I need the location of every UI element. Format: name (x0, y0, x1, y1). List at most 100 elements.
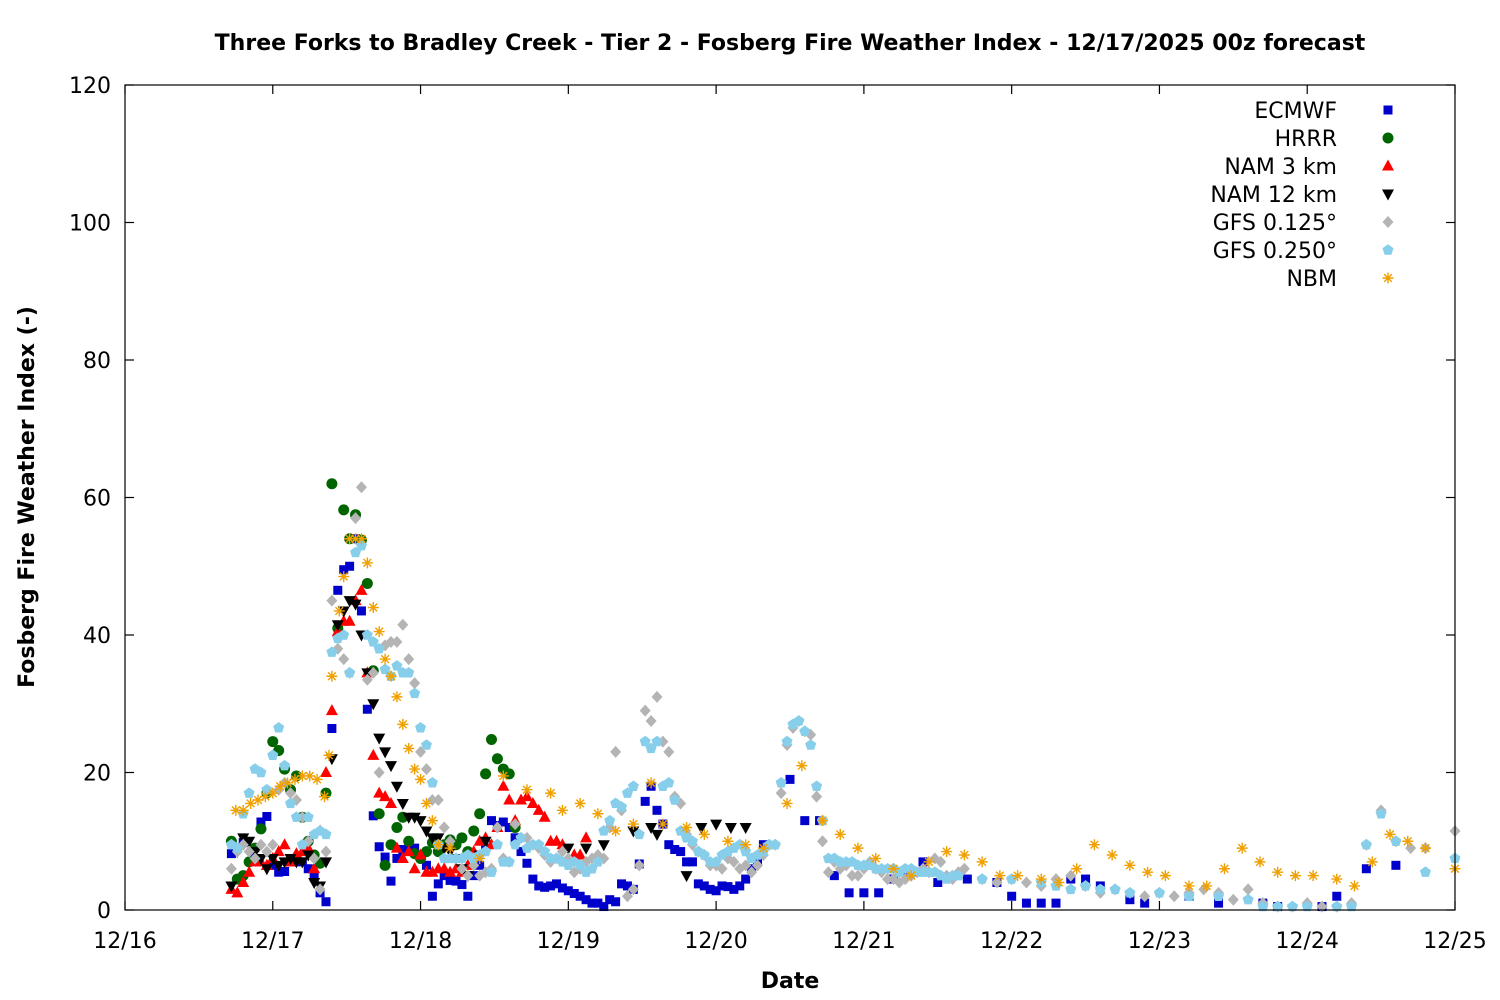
data-point (326, 478, 338, 490)
data-point (361, 557, 373, 569)
data-point (887, 863, 899, 875)
chart-title: Three Forks to Bradley Creek - Tier 2 - … (215, 31, 1366, 56)
data-point (532, 803, 545, 815)
data-point (976, 873, 988, 884)
data-point (308, 852, 320, 865)
data-point (355, 481, 367, 494)
data-point (321, 897, 331, 907)
data-point (485, 866, 498, 877)
data-point (735, 881, 745, 891)
data-point (367, 602, 379, 613)
data-point (379, 653, 391, 665)
data-point (349, 599, 362, 611)
data-point (604, 814, 616, 826)
data-point (391, 822, 403, 833)
data-point (633, 859, 645, 872)
data-point (958, 849, 970, 861)
data-point (1094, 883, 1106, 895)
data-point (480, 768, 492, 780)
data-point (379, 663, 391, 675)
data-point (1346, 900, 1358, 912)
data-point (491, 821, 503, 834)
data-point (403, 667, 415, 678)
data-point (918, 857, 928, 867)
data-point (320, 828, 332, 840)
legend-label: GFS 0.125° (1213, 211, 1337, 236)
data-point (852, 842, 864, 854)
data-point (504, 823, 514, 832)
data-point (415, 773, 427, 785)
data-point (616, 801, 628, 812)
data-point (574, 797, 586, 809)
data-point (933, 878, 943, 887)
data-point (272, 845, 285, 857)
data-point (338, 504, 350, 516)
data-point (846, 869, 858, 882)
y-tick-label: 100 (69, 212, 111, 237)
data-point (905, 870, 917, 882)
y-tick-label: 80 (83, 349, 111, 374)
data-point (379, 747, 392, 759)
data-point (522, 858, 532, 868)
data-point (403, 835, 415, 847)
data-point (610, 745, 622, 758)
data-point (373, 626, 385, 638)
data-point (444, 835, 456, 848)
data-point (941, 846, 953, 858)
data-point (373, 808, 385, 820)
data-point (852, 869, 864, 882)
data-point (385, 670, 397, 682)
data-point (676, 847, 686, 857)
data-point (368, 811, 378, 821)
data-point (724, 823, 737, 834)
data-point (391, 660, 403, 671)
data-point (274, 867, 284, 877)
data-point (633, 828, 645, 840)
data-point (870, 852, 882, 864)
data-point (1236, 842, 1248, 854)
data-point (670, 845, 680, 854)
data-point (796, 760, 808, 772)
data-point (497, 770, 509, 782)
data-point (225, 862, 237, 875)
data-point (396, 851, 409, 863)
data-point (682, 857, 692, 867)
data-point (958, 862, 970, 875)
y-tick-label: 20 (83, 762, 111, 787)
data-point (379, 790, 392, 802)
data-point (319, 766, 332, 777)
data-point (874, 888, 884, 898)
data-point (469, 871, 479, 881)
data-point (344, 533, 356, 545)
data-point (373, 786, 386, 798)
data-point (793, 715, 805, 726)
data-point (587, 898, 597, 908)
data-point (333, 605, 345, 617)
data-point (515, 832, 527, 843)
data-point (503, 856, 515, 867)
data-point (432, 839, 444, 851)
data-point (284, 797, 297, 809)
data-point (385, 761, 397, 773)
data-point (610, 825, 622, 837)
data-point (1012, 870, 1024, 882)
data-point (1035, 873, 1047, 885)
legend-label: NBM (1286, 267, 1337, 292)
legend-marker (1382, 132, 1394, 144)
data-point (462, 869, 474, 882)
data-point (574, 859, 586, 870)
data-point (1349, 880, 1361, 892)
data-point (1402, 835, 1414, 847)
data-point (414, 816, 427, 828)
data-point (722, 835, 734, 847)
data-point (1142, 866, 1154, 878)
data-point (367, 699, 380, 711)
data-point (255, 823, 267, 835)
data-point (396, 798, 409, 810)
data-point (327, 724, 337, 733)
data-point (230, 804, 242, 816)
data-point (1007, 891, 1017, 901)
data-point (421, 860, 431, 870)
data-point (1065, 883, 1077, 895)
data-point (699, 881, 709, 891)
